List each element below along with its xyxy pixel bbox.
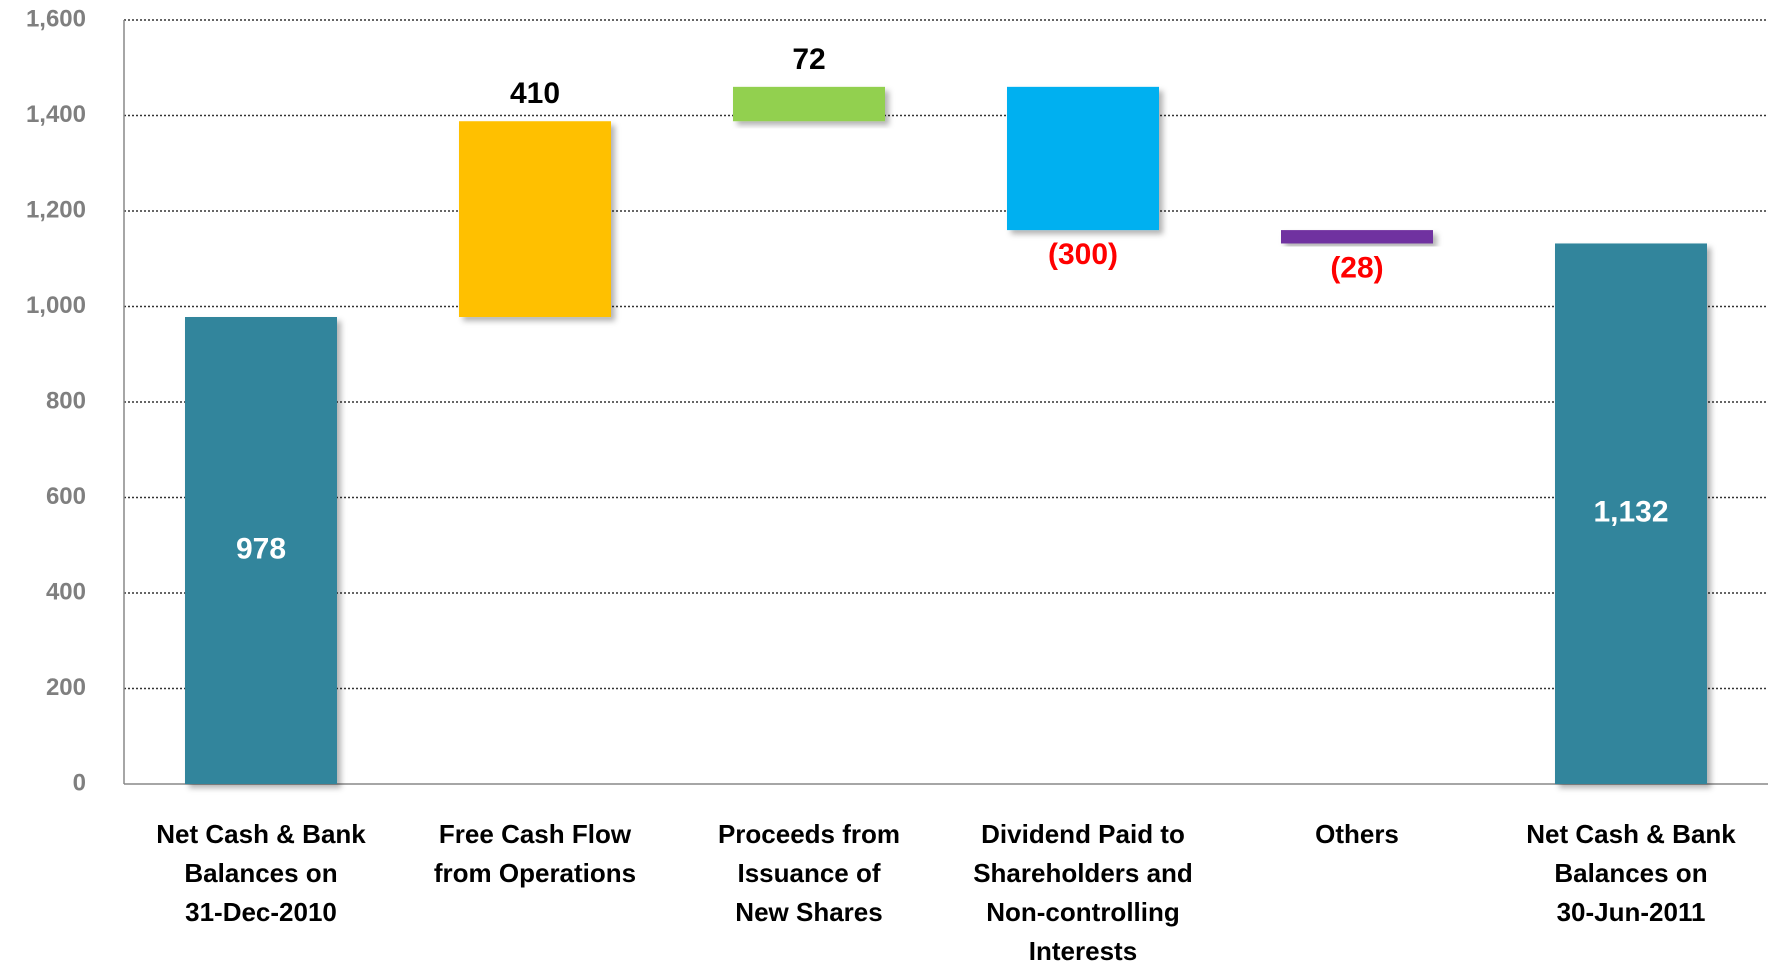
- bar: [1007, 86, 1159, 231]
- y-tick-label: 200: [46, 674, 86, 701]
- y-tick-label: 800: [46, 387, 86, 414]
- y-tick-label: 600: [46, 483, 86, 510]
- bar: [185, 317, 337, 784]
- y-tick-label: 1,200: [26, 196, 86, 223]
- value-label: 1,132: [1593, 496, 1668, 529]
- y-tick-label: 1,400: [26, 101, 86, 128]
- value-label: (300): [1048, 238, 1118, 271]
- x-tick-label: Net Cash & Bank Balances on 31-Dec-2010: [156, 819, 366, 927]
- y-tick-label: 1,600: [26, 5, 86, 32]
- bar: [459, 121, 611, 318]
- value-label: 978: [236, 532, 286, 565]
- x-tick-label: Proceeds from Issuance of New Shares: [718, 819, 900, 927]
- bar: [733, 86, 885, 122]
- bar: [1281, 230, 1433, 244]
- x-tick-label: Free Cash Flow from Operations: [434, 819, 636, 888]
- x-tick-label: Others: [1315, 819, 1399, 849]
- bar: [1555, 243, 1707, 785]
- y-tick-label: 400: [46, 578, 86, 605]
- value-label: 72: [792, 43, 825, 76]
- x-tick-label: Net Cash & Bank Balances on 30-Jun-2011: [1526, 819, 1736, 927]
- x-tick-label: Dividend Paid to Shareholders and Non-cont…: [973, 819, 1193, 964]
- y-tick-label: 0: [73, 769, 86, 796]
- value-label: (28): [1330, 251, 1383, 284]
- y-tick-label: 1,000: [26, 292, 86, 319]
- value-label: 410: [510, 77, 560, 110]
